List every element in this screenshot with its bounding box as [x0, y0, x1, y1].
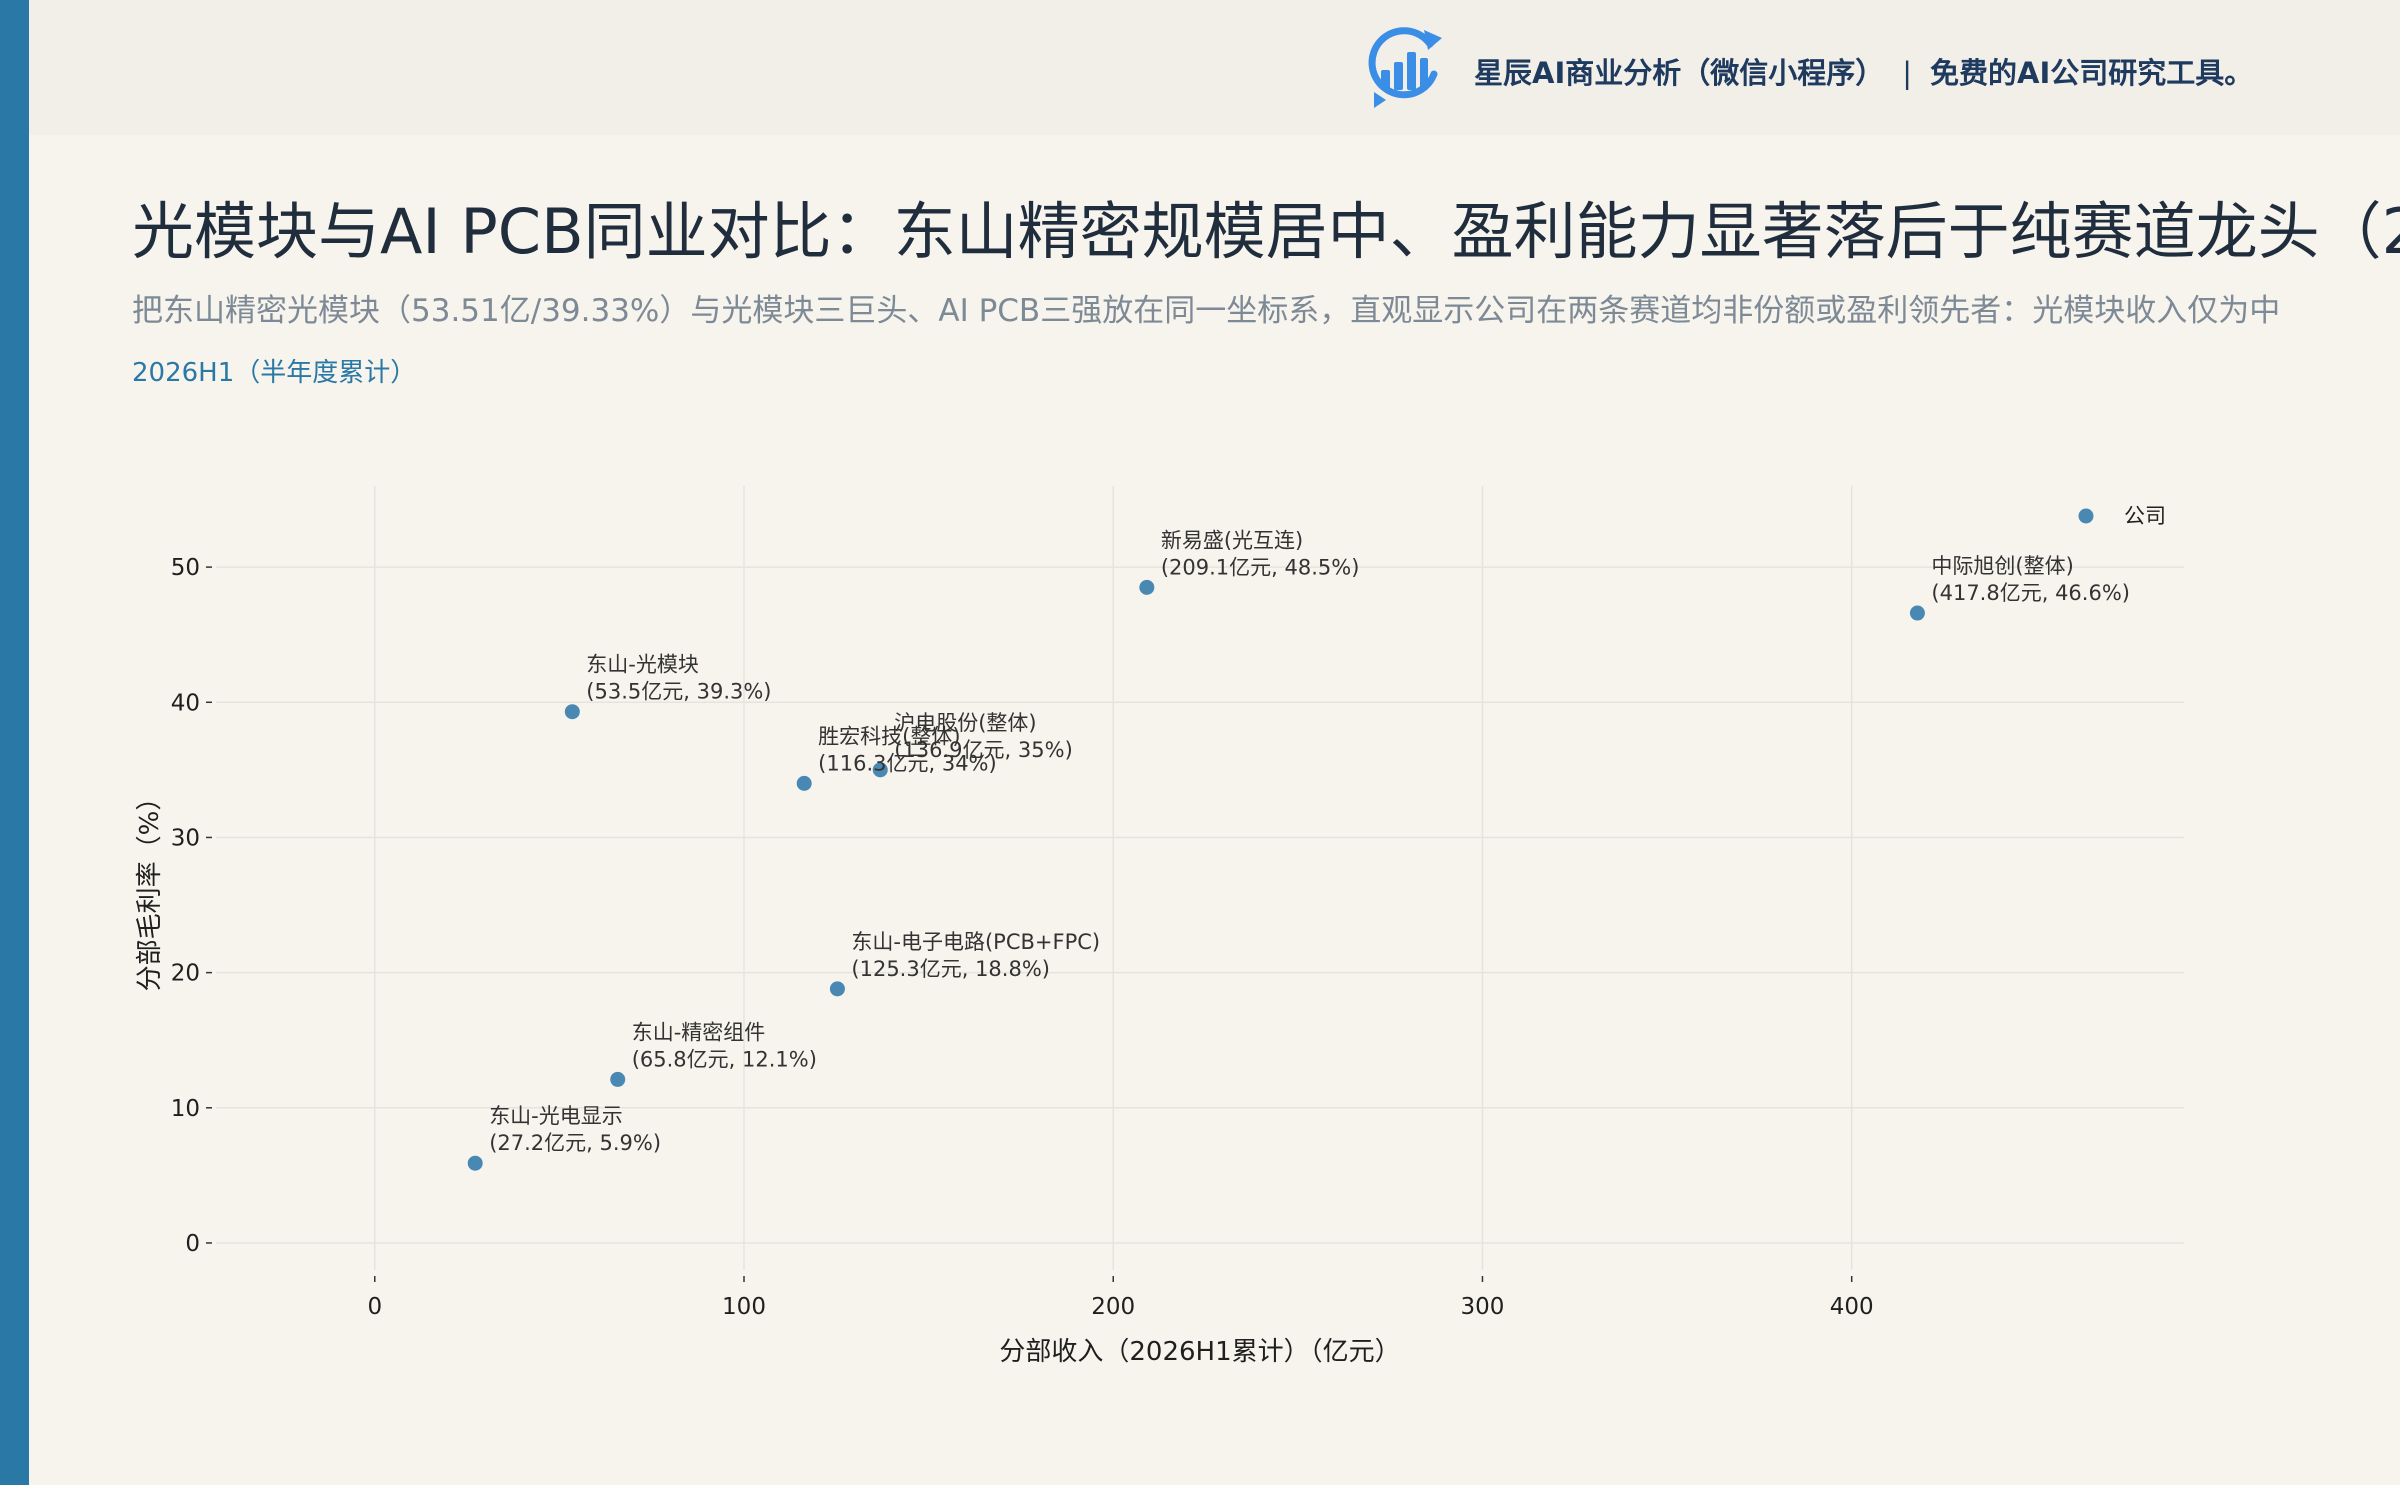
point-name-label: 中际旭创(整体) — [1931, 554, 2073, 578]
point-layer: 东山-光模块 (53.5亿元, 39.3%) 东山-电子电路(PCB+FPC) (12… — [467, 528, 2130, 1171]
header-bar — [29, 0, 2400, 135]
left-accent-stripe — [0, 0, 29, 1485]
y-tick-label: 40 — [171, 690, 200, 716]
brand-tagline: 免费的AI公司研究工具。 — [1930, 56, 2254, 90]
bar-chart-cycle-icon — [1368, 27, 1442, 108]
point-value-label: (53.5亿元, 39.3%) — [586, 680, 771, 704]
y-axis-title: 分部毛利率（%） — [135, 785, 165, 992]
point-name-label: 沪电股份(整体) — [894, 711, 1036, 735]
y-tick-label: 50 — [171, 555, 200, 581]
point-name-label: 东山-精密组件 — [632, 1020, 766, 1044]
y-tick-label: 0 — [185, 1231, 200, 1257]
point-name-label: 东山-电子电路(PCB+FPC) — [851, 930, 1100, 954]
point-name-label: 胜宏科技(整体) — [818, 724, 960, 748]
y-tick-label: 30 — [171, 825, 200, 851]
point-name-label: 东山-光电显示 — [489, 1104, 623, 1128]
data-point — [1909, 605, 1925, 621]
page-title: 光模块与AI PCB同业对比：东山精密规模居中、盈利能力显著落后于纯赛道龙头（2… — [132, 195, 2400, 268]
x-tick-label: 100 — [722, 1294, 766, 1320]
legend-marker — [2078, 508, 2094, 524]
x-tick-label: 0 — [367, 1294, 382, 1320]
y-tick-label: 10 — [171, 1096, 200, 1122]
data-point — [564, 704, 580, 720]
x-tick-label: 300 — [1461, 1294, 1505, 1320]
data-point — [829, 981, 845, 997]
brand-separator: | — [1902, 56, 1913, 90]
data-point — [610, 1071, 626, 1087]
brand-name: 星辰AI商业分析（微信小程序） — [1474, 56, 1885, 90]
point-value-label: (125.3亿元, 18.8%) — [851, 957, 1050, 981]
point-value-label: (136.9亿元, 35%) — [894, 738, 1073, 762]
page-subtitle: 把东山精密光模块（53.51亿/39.33%）与光模块三巨头、AI PCB三强放… — [132, 293, 2281, 329]
data-point — [467, 1155, 483, 1171]
data-point — [872, 762, 888, 778]
y-tick-label: 20 — [171, 961, 200, 987]
brand-banner: 星辰AI商业分析（微信小程序） | 免费的AI公司研究工具。 — [1474, 50, 2253, 92]
point-name-label: 东山-光模块 — [586, 653, 699, 677]
point-value-label: (65.8亿元, 12.1%) — [632, 1047, 817, 1071]
point-value-label: (209.1亿元, 48.5%) — [1161, 555, 1360, 579]
x-axis-title: 分部收入（2026H1累计）（亿元） — [999, 1337, 1400, 1367]
x-tick-label: 400 — [1830, 1294, 1874, 1320]
axis-layer: 0 100 200 300 400 0 10 20 30 40 50 分部收入（2026H1累计）（亿… — [135, 555, 1874, 1367]
data-point — [796, 775, 812, 791]
point-value-label: (27.2亿元, 5.9%) — [489, 1131, 661, 1155]
data-point — [1139, 579, 1155, 595]
x-tick-label: 200 — [1091, 1294, 1135, 1320]
period-tag: 2026H1（半年度累计） — [132, 358, 417, 388]
point-value-label: (116.3亿元, 34%) — [818, 751, 997, 775]
grid-layer — [216, 486, 2184, 1270]
point-name-label: 新易盛(光互连) — [1161, 528, 1303, 552]
point-value-label: (417.8亿元, 46.6%) — [1931, 581, 2130, 605]
legend-layer: 公司 — [2078, 504, 2166, 528]
legend-label: 公司 — [2124, 504, 2166, 528]
